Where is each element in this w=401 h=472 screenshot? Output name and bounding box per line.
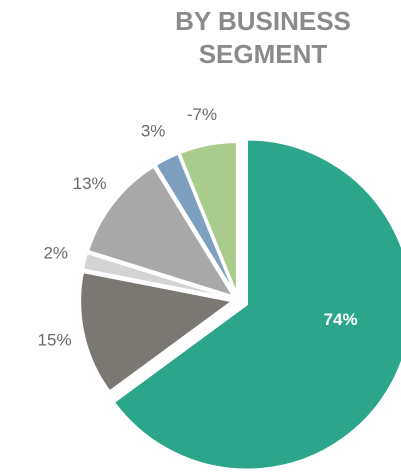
chart-title: BY BUSINESS [175,6,351,36]
pie-slice [178,141,238,295]
data-label: 74% [324,310,358,329]
pie-slice [112,138,401,471]
data-label: 13% [73,174,107,193]
chart-title: SEGMENT [199,39,328,69]
pie-slice [81,251,233,300]
pie-slice [86,165,236,299]
data-label: 3% [141,122,166,141]
data-label: -7% [187,105,217,124]
data-label: 2% [43,243,68,262]
pie-slice [154,152,237,296]
pie-slice [79,270,235,393]
data-label: 15% [38,331,72,350]
